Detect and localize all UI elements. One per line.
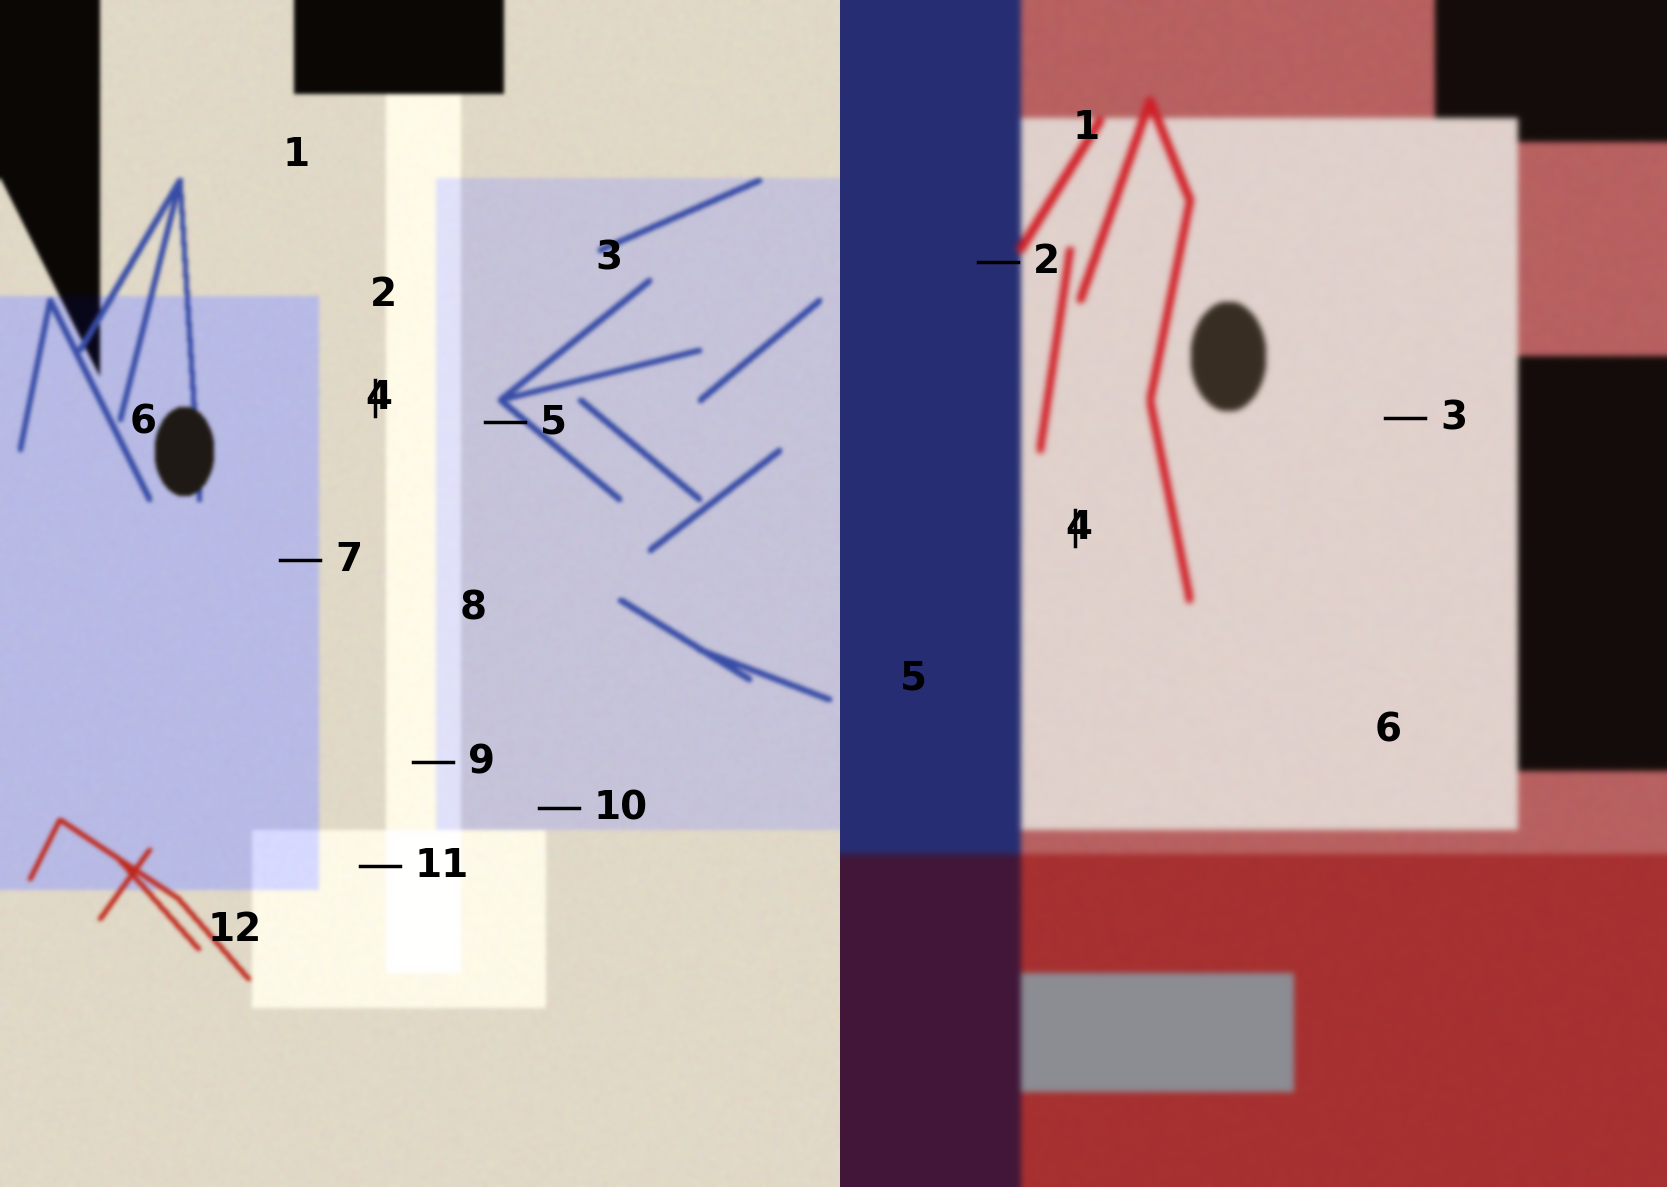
Text: 10: 10 [593, 789, 648, 827]
Text: 7: 7 [335, 541, 362, 579]
Text: 5: 5 [900, 659, 927, 697]
Text: 2: 2 [370, 277, 397, 315]
Text: 3: 3 [595, 239, 622, 277]
Text: 4: 4 [365, 379, 392, 417]
Text: 3: 3 [1440, 399, 1467, 437]
Text: 4: 4 [1065, 509, 1092, 547]
Text: 1: 1 [283, 137, 310, 174]
Text: 5: 5 [540, 404, 567, 442]
Text: 11: 11 [415, 848, 468, 886]
Text: 6: 6 [130, 404, 157, 442]
Text: 6: 6 [1375, 711, 1402, 749]
Text: 9: 9 [468, 743, 495, 781]
Text: 2: 2 [1034, 243, 1060, 281]
Text: 12: 12 [208, 910, 262, 948]
Text: 8: 8 [460, 589, 487, 627]
Text: 1: 1 [1074, 109, 1100, 147]
